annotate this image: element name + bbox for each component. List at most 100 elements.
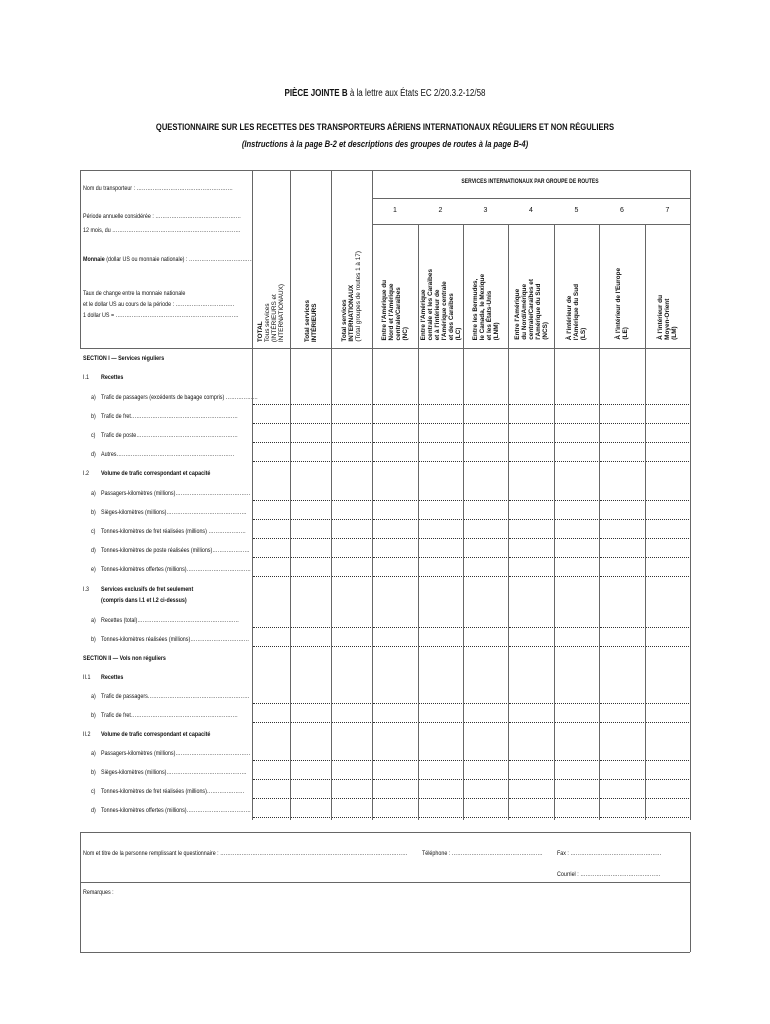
entry-cell[interactable] xyxy=(419,538,462,539)
entry-cell[interactable] xyxy=(600,722,644,723)
entry-cell[interactable] xyxy=(464,722,507,723)
entry-cell[interactable] xyxy=(332,817,371,818)
entry-cell[interactable] xyxy=(419,576,462,577)
entry-cell[interactable] xyxy=(509,557,553,558)
entry-cell[interactable] xyxy=(555,442,598,443)
entry-cell[interactable] xyxy=(509,798,553,799)
entry-cell[interactable] xyxy=(555,557,598,558)
phone-field[interactable]: Téléphone : …………………………………………… xyxy=(422,850,543,857)
period-field[interactable]: Période annuelle considérée : …………………………… xyxy=(83,213,241,220)
entry-cell[interactable] xyxy=(464,703,507,704)
entry-cell[interactable] xyxy=(332,519,371,520)
entry-cell[interactable] xyxy=(646,500,689,501)
entry-cell[interactable] xyxy=(373,404,417,405)
entry-cell[interactable] xyxy=(253,519,289,520)
entry-cell[interactable] xyxy=(646,404,689,405)
entry-cell[interactable] xyxy=(419,646,462,647)
entry-cell[interactable] xyxy=(332,500,371,501)
entry-cell[interactable] xyxy=(253,557,289,558)
entry-cell[interactable] xyxy=(253,538,289,539)
entry-cell[interactable] xyxy=(419,627,462,628)
entry-cell[interactable] xyxy=(253,500,289,501)
entry-cell[interactable] xyxy=(464,779,507,780)
entry-cell[interactable] xyxy=(646,760,689,761)
entry-cell[interactable] xyxy=(253,817,289,818)
entry-cell[interactable] xyxy=(646,627,689,628)
entry-cell[interactable] xyxy=(291,703,330,704)
entry-cell[interactable] xyxy=(291,461,330,462)
entry-cell[interactable] xyxy=(253,442,289,443)
entry-cell[interactable] xyxy=(253,423,289,424)
entry-cell[interactable] xyxy=(332,423,371,424)
entry-cell[interactable] xyxy=(332,404,371,405)
entry-cell[interactable] xyxy=(291,500,330,501)
entry-cell[interactable] xyxy=(646,817,689,818)
entry-cell[interactable] xyxy=(253,576,289,577)
entry-cell[interactable] xyxy=(373,627,417,628)
entry-cell[interactable] xyxy=(555,627,598,628)
entry-cell[interactable] xyxy=(253,779,289,780)
entry-cell[interactable] xyxy=(464,461,507,462)
entry-cell[interactable] xyxy=(646,423,689,424)
entry-cell[interactable] xyxy=(555,722,598,723)
entry-cell[interactable] xyxy=(600,404,644,405)
entry-cell[interactable] xyxy=(555,779,598,780)
entry-cell[interactable] xyxy=(291,722,330,723)
entry-cell[interactable] xyxy=(464,519,507,520)
entry-cell[interactable] xyxy=(600,500,644,501)
entry-cell[interactable] xyxy=(373,576,417,577)
entry-cell[interactable] xyxy=(291,779,330,780)
entry-cell[interactable] xyxy=(509,722,553,723)
entry-cell[interactable] xyxy=(373,779,417,780)
entry-cell[interactable] xyxy=(509,703,553,704)
entry-cell[interactable] xyxy=(509,442,553,443)
entry-cell[interactable] xyxy=(253,627,289,628)
entry-cell[interactable] xyxy=(291,404,330,405)
entry-cell[interactable] xyxy=(253,703,289,704)
email-field[interactable]: Courriel : ……………………………………… xyxy=(557,871,661,878)
entry-cell[interactable] xyxy=(509,646,553,647)
entry-cell[interactable] xyxy=(646,722,689,723)
entry-cell[interactable] xyxy=(600,760,644,761)
entry-cell[interactable] xyxy=(291,760,330,761)
entry-cell[interactable] xyxy=(464,627,507,628)
entry-cell[interactable] xyxy=(509,500,553,501)
entry-cell[interactable] xyxy=(253,461,289,462)
entry-cell[interactable] xyxy=(373,423,417,424)
entry-cell[interactable] xyxy=(646,538,689,539)
entry-cell[interactable] xyxy=(373,722,417,723)
entry-cell[interactable] xyxy=(373,817,417,818)
entry-cell[interactable] xyxy=(600,442,644,443)
entry-cell[interactable] xyxy=(509,423,553,424)
entry-cell[interactable] xyxy=(509,461,553,462)
entry-cell[interactable] xyxy=(291,627,330,628)
entry-cell[interactable] xyxy=(419,557,462,558)
entry-cell[interactable] xyxy=(600,817,644,818)
entry-cell[interactable] xyxy=(464,798,507,799)
entry-cell[interactable] xyxy=(555,519,598,520)
entry-cell[interactable] xyxy=(646,703,689,704)
entry-cell[interactable] xyxy=(332,779,371,780)
entry-cell[interactable] xyxy=(464,404,507,405)
entry-cell[interactable] xyxy=(419,519,462,520)
entry-cell[interactable] xyxy=(419,500,462,501)
months-field[interactable]: 12 mois, du ……………………………………………………………… xyxy=(83,227,241,234)
entry-cell[interactable] xyxy=(600,423,644,424)
entry-cell[interactable] xyxy=(419,423,462,424)
entry-cell[interactable] xyxy=(464,538,507,539)
entry-cell[interactable] xyxy=(253,798,289,799)
entry-cell[interactable] xyxy=(332,557,371,558)
exchange-rate-field[interactable]: 1 dollar US = …………………………………………………………… xyxy=(83,312,239,319)
entry-cell[interactable] xyxy=(464,646,507,647)
entry-cell[interactable] xyxy=(373,442,417,443)
entry-cell[interactable] xyxy=(509,760,553,761)
entry-cell[interactable] xyxy=(373,760,417,761)
entry-cell[interactable] xyxy=(646,519,689,520)
entry-cell[interactable] xyxy=(509,576,553,577)
entry-cell[interactable] xyxy=(332,703,371,704)
entry-cell[interactable] xyxy=(253,646,289,647)
entry-cell[interactable] xyxy=(332,576,371,577)
entry-cell[interactable] xyxy=(373,461,417,462)
entry-cell[interactable] xyxy=(555,576,598,577)
entry-cell[interactable] xyxy=(555,461,598,462)
